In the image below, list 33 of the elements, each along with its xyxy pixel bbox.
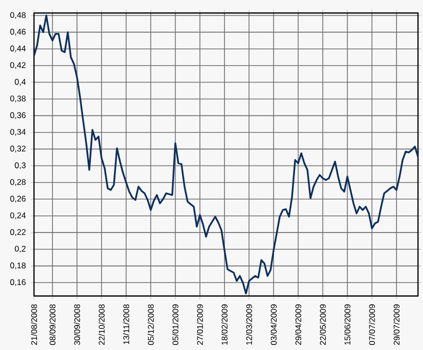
y-tick-label: 0,28 (10, 179, 26, 186)
y-tick-label: 0,48 (10, 12, 26, 19)
x-tick-label: 22/05/2009 (320, 304, 326, 345)
y-tick-label: 0,18 (10, 262, 26, 270)
x-tick-label: 30/09/2008 (74, 304, 80, 345)
y-tick-label: 0,46 (10, 28, 26, 36)
x-tick-label: 03/04/2009 (270, 304, 277, 345)
y-tick-label: 0,42 (10, 62, 26, 70)
y-tick-label: 0,32 (10, 146, 26, 152)
y-tick-label: 0,24 (10, 212, 26, 220)
x-tick-label: 22/10/2008 (98, 304, 105, 345)
y-tick-label: 0,2 (14, 246, 26, 253)
x-tick-label: 15/06/2009 (344, 304, 350, 345)
x-tick-label: 08/09/2008 (49, 304, 56, 345)
y-tick-label: 0,4 (14, 78, 26, 86)
y-tick-label: 0,38 (10, 96, 26, 102)
y-tick-label: 0,22 (10, 229, 26, 236)
x-tick-label: 07/07/2009 (368, 304, 375, 345)
x-tick-label: 05/12/2008 (148, 304, 154, 345)
y-tick-label: 0,26 (10, 196, 26, 203)
x-tick-label: 05/01/2009 (172, 304, 178, 345)
x-tick-label: 13/11/2008 (123, 304, 130, 344)
y-tick-label: 0,34 (10, 128, 26, 136)
x-tick-label: 27/01/2009 (196, 304, 203, 345)
y-tick-label: 0,36 (10, 112, 26, 120)
x-tick-label: 18/02/2009 (221, 304, 228, 345)
x-tick-label: 12/03/2009 (246, 304, 252, 345)
y-tick-label: 0,3 (14, 162, 26, 170)
x-tick-label: 29/04/2009 (295, 304, 302, 345)
y-tick-label: 0,16 (10, 279, 26, 286)
x-tick-label: 29/07/2009 (393, 304, 400, 345)
y-tick-label: 0,44 (10, 45, 26, 52)
x-tick-label: 21/08/2008 (30, 304, 38, 345)
